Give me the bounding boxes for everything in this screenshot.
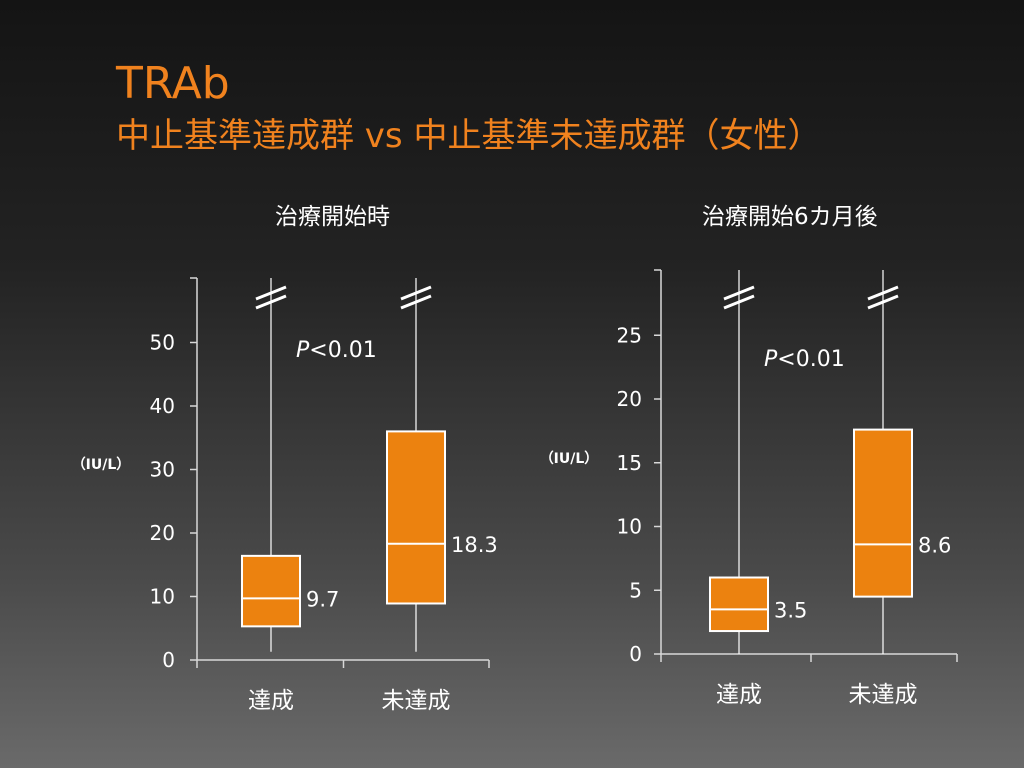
chart-2-y-tick-label: 0	[629, 642, 642, 666]
chart-1-p-symbol: P	[296, 338, 310, 363]
chart-2-y-tick-label: 15	[617, 451, 642, 475]
chart-1-y-tick-label: 40	[150, 394, 175, 418]
chart-2-y-axis-label: （IU/L）	[540, 451, 599, 467]
chart-2-p-symbol: P	[764, 347, 778, 372]
chart-1-title: 治療開始時	[275, 204, 390, 230]
chart-2-p-threshold: <0.01	[777, 347, 844, 372]
slide-subtitle: 中止基準達成群 vs 中止基準未達成群（女性）	[116, 116, 822, 156]
chart-2-median-label: 8.6	[918, 533, 951, 557]
chart-2-y-tick-label: 25	[617, 323, 642, 347]
chart-1-y-tick-label: 30	[150, 458, 175, 482]
chart-2-title: 治療開始6カ月後	[702, 204, 878, 230]
chart-1-y-axis-label: （IU/L）	[72, 457, 131, 473]
chart-1-p-value-annotation: P<0.01	[296, 338, 377, 363]
chart-1-median-label: 9.7	[306, 587, 339, 611]
chart-1-median-label: 18.3	[451, 533, 498, 557]
chart-2-axis-break-mark	[723, 294, 755, 310]
chart-2-y-tick-label: 10	[617, 515, 642, 539]
slide-title: TRAb	[116, 58, 230, 109]
chart-1-p-threshold: <0.01	[309, 338, 376, 363]
chart-2-category-label: 未達成	[849, 682, 918, 708]
chart-2-category-label: 達成	[716, 682, 762, 708]
chart-1-axis-break-mark	[400, 285, 432, 301]
chart-2-y-tick-label: 20	[617, 387, 642, 411]
chart-2-axis-break-mark	[867, 294, 899, 310]
chart-2-axis-break-mark	[723, 285, 755, 301]
chart-2-box	[853, 428, 913, 598]
chart-1-box	[386, 430, 446, 605]
chart-1-y-tick-label: 0	[162, 648, 175, 672]
chart-1-y-tick-label: 50	[150, 331, 175, 355]
chart-1-y-tick-label: 10	[150, 585, 175, 609]
chart-1-category-label: 達成	[248, 688, 294, 714]
chart-1-axis-break-mark	[255, 285, 287, 301]
chart-2-p-value-annotation: P<0.01	[764, 347, 845, 372]
chart-1-category-label: 未達成	[382, 688, 451, 714]
chart-1-box	[241, 554, 301, 628]
chart-1-axis-break-mark	[255, 294, 287, 310]
chart-1-y-tick-label: 20	[150, 521, 175, 545]
chart-2-y-tick-label: 5	[629, 578, 642, 602]
chart-2-box	[709, 576, 769, 633]
chart-2-axis-break-mark	[867, 285, 899, 301]
chart-1-axis-break-mark	[400, 294, 432, 310]
chart-2-median-label: 3.5	[774, 598, 807, 622]
